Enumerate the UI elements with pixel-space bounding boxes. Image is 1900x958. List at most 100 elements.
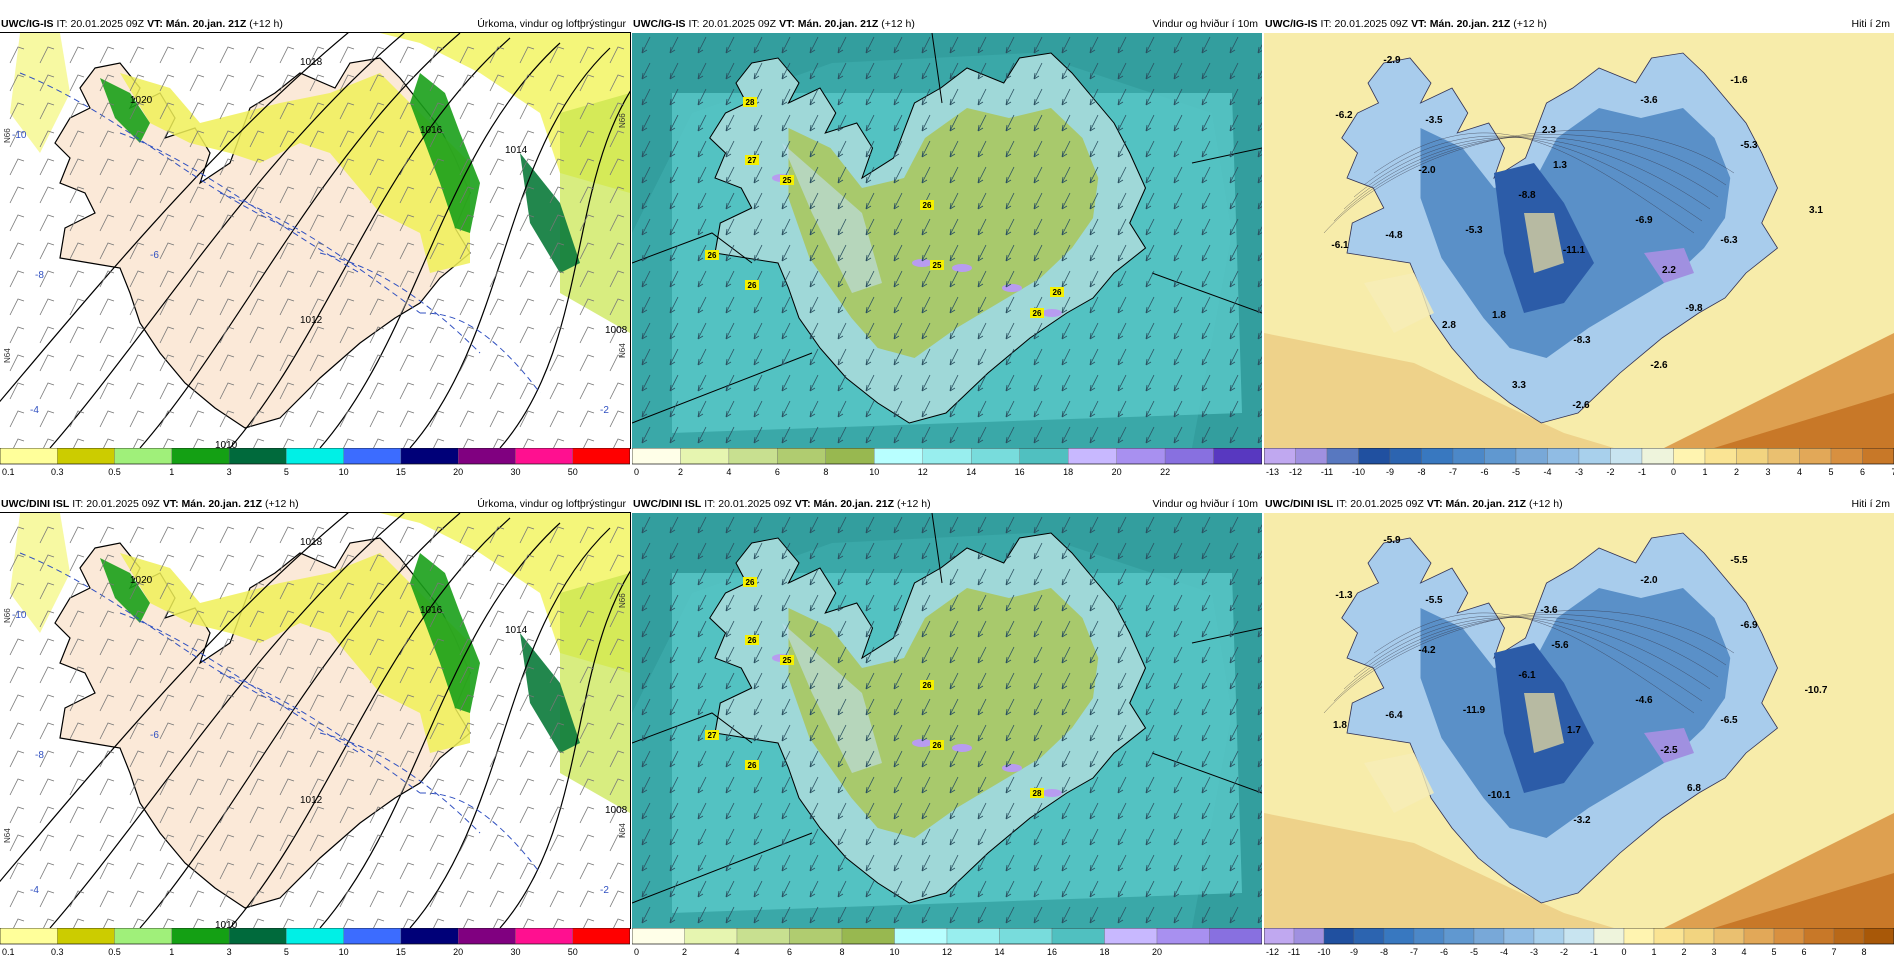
temperature-value: 2.3	[1542, 125, 1556, 136]
colorbar-swatch	[0, 448, 58, 465]
colorbar-label: 10	[339, 947, 349, 957]
latitude-label: N66	[618, 113, 627, 128]
colorbar-label: -10	[1352, 467, 1365, 477]
isobar-label: 1016	[420, 125, 443, 136]
colorbar-label: 20	[1112, 467, 1122, 477]
temperature-map: -2.9 -6.2 -3.5 2.3 1.3 -3.6 -1.6 -5.3 -2.0 -8.8 -6…	[1264, 33, 1894, 448]
colorbar-swatch	[1767, 448, 1800, 465]
temperature-value: -2.0	[1418, 165, 1436, 176]
temperature-value: -6.9	[1740, 620, 1758, 631]
colorbar: 0 2 4 6 8 10 12 14 16 18 20	[632, 928, 1262, 957]
colorbar-swatch	[1830, 448, 1863, 465]
colorbar-swatch	[1593, 928, 1625, 945]
colorbar-swatch	[228, 928, 287, 945]
colorbar-swatch	[400, 928, 459, 945]
isobar-label: 1020	[130, 575, 153, 586]
colorbar-swatch	[1547, 448, 1580, 465]
colorbar-swatch	[458, 448, 516, 465]
temperature-contour-label: -8	[35, 750, 44, 761]
gust-label: 28	[1030, 788, 1044, 798]
colorbar-label: -12	[1266, 947, 1279, 957]
colorbar-swatch	[343, 928, 402, 945]
colorbar-swatch	[57, 448, 115, 465]
colorbar-swatch	[946, 928, 1000, 945]
initial-time: IT: 20.01.2025 09Z	[72, 498, 160, 510]
colorbar-label: -9	[1350, 947, 1358, 957]
colorbar-swatch	[999, 928, 1053, 945]
valid-time: VT: Mán. 20.jan. 21Z	[162, 498, 263, 510]
colorbar-swatch	[1116, 448, 1166, 465]
temperature-value: 3.3	[1512, 380, 1526, 391]
valid-time: VT: Mán. 20.jan. 21Z	[1426, 498, 1527, 510]
colorbar-label: 5	[1771, 947, 1776, 957]
colorbar-label: 20	[1152, 947, 1162, 957]
lead-time: (+12 h)	[265, 498, 299, 510]
temperature-value: -4.8	[1385, 230, 1403, 241]
temperature-value: -4.2	[1418, 645, 1436, 656]
precip-map: 1018 1016 1014 1012 1010 1008 1020 -10 -8 -6 -2 -4 N…	[0, 32, 631, 449]
colorbar-swatch	[1452, 448, 1485, 465]
temperature-value: -5.9	[1383, 535, 1401, 546]
colorbar-swatch	[736, 928, 790, 945]
model-name: UWC/DINI ISL	[1265, 498, 1334, 510]
colorbar-swatch	[1610, 448, 1643, 465]
initial-time: IT: 20.01.2025 09Z	[1320, 18, 1409, 30]
svg-text:26: 26	[923, 681, 932, 690]
panel-igis-temp: UWC/IG-IS IT: 20.01.2025 09Z VT: Mán. 20.j…	[1264, 15, 1894, 478]
temperature-value: 3.1	[1809, 205, 1823, 216]
model-name: UWC/IG-IS	[1265, 18, 1318, 30]
colorbar-swatch	[1653, 928, 1685, 945]
colorbar-swatch	[1713, 928, 1745, 945]
colorbar-label: 2	[1681, 947, 1686, 957]
colorbar-swatch	[1773, 928, 1805, 945]
colorbar-label: -3	[1530, 947, 1538, 957]
colorbar-label: 20	[453, 947, 463, 957]
temperature-value: -6.1	[1518, 670, 1536, 681]
product-name: Vindur og hviður í 10m	[1152, 498, 1258, 510]
colorbar-swatch	[1156, 928, 1210, 945]
lead-time: (+12 h)	[249, 18, 283, 30]
colorbar-label: 50	[568, 467, 578, 477]
temperature-value: -4.6	[1635, 695, 1653, 706]
colorbar-label: 6	[787, 947, 792, 957]
product-name: Úrkoma, vindur og loftþrýstingur	[477, 498, 626, 510]
colorbar-label: 8	[839, 947, 844, 957]
temperature-value: -6.9	[1635, 215, 1653, 226]
colorbar-label: 4	[1797, 467, 1802, 477]
gust-label: 25	[780, 175, 794, 185]
gust-label: 26	[745, 635, 759, 645]
valid-time: VT: Mán. 20.jan. 21Z	[1411, 18, 1511, 30]
valid-time: VT: Mán. 20.jan. 21Z	[779, 18, 879, 30]
temperature-value: -6.4	[1385, 710, 1403, 721]
svg-text:27: 27	[748, 156, 757, 165]
colorbar-label: 2	[1734, 467, 1739, 477]
colorbar-label: -6	[1480, 467, 1488, 477]
colorbar-label: 1	[169, 947, 174, 957]
isobar-label: 1010	[215, 920, 238, 928]
temperature-value: 1.8	[1333, 720, 1347, 731]
colorbar-swatch	[572, 928, 630, 945]
colorbar: 0 2 4 6 8 10 12 14 16 18 20 22	[632, 448, 1262, 477]
colorbar-label: 4	[1741, 947, 1746, 957]
colorbar-swatch	[515, 448, 573, 465]
colorbar-label: -2	[1560, 947, 1568, 957]
colorbar-label: 0	[1621, 947, 1626, 957]
colorbar-label: 4	[734, 947, 739, 957]
valid-time: VT: Mán. 20.jan. 21Z	[794, 498, 895, 510]
colorbar-label: 12	[942, 947, 952, 957]
isobar-label: 1012	[300, 315, 323, 326]
temperature-value: -5.5	[1730, 555, 1748, 566]
colorbar-label: 0.3	[51, 947, 64, 957]
colorbar: -12 -11 -10 -9 -8 -7 -6 -5 -4 -3 -2 -1 0 1 2 3 4 5 6 7 8	[1264, 928, 1894, 957]
colorbar-swatch	[1503, 928, 1535, 945]
colorbar-swatch	[1443, 928, 1475, 945]
colorbar-swatch	[1051, 928, 1105, 945]
gust-label: 26	[705, 250, 719, 260]
colorbar-label: 20	[453, 467, 463, 477]
colorbar-swatch	[1578, 448, 1611, 465]
colorbar-label: 18	[1099, 947, 1109, 957]
temperature-contour-label: -8	[35, 270, 44, 281]
colorbar-label: 15	[396, 467, 406, 477]
colorbar-label: 3	[1711, 947, 1716, 957]
svg-text:26: 26	[1033, 309, 1042, 318]
